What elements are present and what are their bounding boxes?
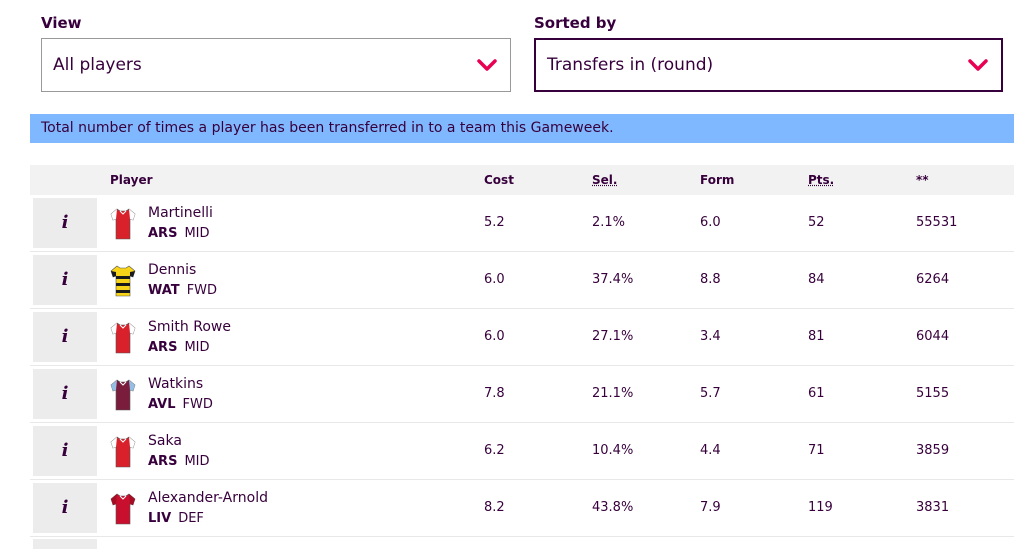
player-name[interactable]: Alexander-Arnold [148, 490, 268, 506]
player-meta: ARS MID [148, 226, 210, 241]
player-meta: LIV DEF [148, 511, 204, 526]
player-form: 4.4 [700, 443, 721, 458]
player-points: 81 [808, 329, 825, 344]
filters-bar: View All players Sorted by Transfers in … [41, 12, 1003, 94]
table-row: i Alexander-Arnold LIV DEF 8.2 43.8% 7.9 119 383… [30, 480, 1014, 537]
player-cost: 8.2 [484, 500, 505, 515]
player-points: 84 [808, 272, 825, 287]
table-header: Player Cost Sel. Form Pts. ** [30, 165, 1014, 195]
player-cost: 6.0 [484, 272, 505, 287]
player-transfers-in: 6044 [916, 329, 950, 344]
player-transfers-in: 5155 [916, 386, 950, 401]
view-select[interactable]: All players [41, 38, 511, 92]
player-name[interactable]: Smith Rowe [148, 319, 231, 335]
sort-description-banner: Total number of times a player has been … [30, 114, 1014, 143]
player-info-button[interactable]: i [33, 369, 97, 419]
header-transfers[interactable]: ** [916, 173, 929, 187]
header-points[interactable]: Pts. [808, 173, 835, 187]
player-points: 52 [808, 215, 825, 230]
player-transfers-in: 6264 [916, 272, 950, 287]
player-form: 7.9 [700, 500, 721, 515]
sort-select[interactable]: Transfers in (round) [534, 38, 1003, 92]
player-meta: ARS MID [148, 454, 210, 469]
sort-label: Sorted by [534, 14, 617, 32]
player-position: MID [184, 226, 210, 241]
player-name[interactable]: Watkins [148, 376, 204, 392]
team-kit-icon [110, 436, 136, 468]
player-meta: ARS MID [148, 340, 210, 355]
player-name[interactable]: Saka [148, 433, 182, 449]
team-kit-icon [110, 208, 136, 240]
table-row: i Smith Rowe ARS MID 6.0 27.1% 3.4 81 6044 [30, 309, 1014, 366]
player-meta: AVL FWD [148, 397, 213, 412]
player-form: 3.4 [700, 329, 721, 344]
team-kit-icon [110, 379, 136, 411]
player-points: 119 [808, 500, 833, 515]
player-position: DEF [178, 511, 204, 526]
player-team: ARS [148, 226, 178, 241]
player-transfers-in: 3859 [916, 443, 950, 458]
header-player[interactable]: Player [110, 173, 153, 187]
table-body: i Martinelli ARS MID 5.2 2.1% 6.0 52 55531 i Denni… [30, 195, 1014, 537]
view-selected-value: All players [53, 55, 142, 75]
team-kit-icon [110, 493, 136, 525]
player-meta: WAT FWD [148, 283, 217, 298]
header-selected[interactable]: Sel. [592, 173, 618, 187]
player-selected: 37.4% [592, 272, 634, 287]
header-cost[interactable]: Cost [484, 173, 514, 187]
sort-filter: Sorted by Transfers in (round) [534, 12, 1003, 92]
player-selected: 2.1% [592, 215, 626, 230]
player-info-button[interactable]: i [33, 198, 97, 248]
player-cost: 7.8 [484, 386, 505, 401]
player-info-button[interactable] [33, 539, 97, 549]
table-row: i Saka ARS MID 6.2 10.4% 4.4 71 3859 [30, 423, 1014, 480]
chevron-down-icon [477, 59, 497, 71]
player-name[interactable]: Dennis [148, 262, 197, 278]
player-selected: 27.1% [592, 329, 634, 344]
player-info-button[interactable]: i [33, 426, 97, 476]
player-selected: 43.8% [592, 500, 634, 515]
table-row: i Watkins AVL FWD 7.8 21.1% 5.7 61 5155 [30, 366, 1014, 423]
player-position: MID [184, 454, 210, 469]
player-points: 71 [808, 443, 825, 458]
player-position: FWD [186, 283, 218, 298]
player-cost: 6.0 [484, 329, 505, 344]
table-row: i Martinelli ARS MID 5.2 2.1% 6.0 52 55531 [30, 195, 1014, 252]
player-team: ARS [148, 340, 178, 355]
player-selected: 10.4% [592, 443, 634, 458]
team-kit-icon [110, 322, 136, 354]
player-name[interactable]: Martinelli [148, 205, 213, 221]
player-info-button[interactable]: i [33, 483, 97, 533]
player-form: 5.7 [700, 386, 721, 401]
sort-selected-value: Transfers in (round) [547, 55, 714, 75]
player-team: AVL [148, 397, 176, 412]
player-cost: 5.2 [484, 215, 505, 230]
team-kit-icon [110, 265, 136, 297]
player-position: MID [184, 340, 210, 355]
player-form: 8.8 [700, 272, 721, 287]
player-points: 61 [808, 386, 825, 401]
player-team: ARS [148, 454, 178, 469]
player-transfers-in: 3831 [916, 500, 950, 515]
view-label: View [41, 14, 82, 32]
player-info-button[interactable]: i [33, 312, 97, 362]
player-form: 6.0 [700, 215, 721, 230]
players-table: Player Cost Sel. Form Pts. ** i Martinell… [30, 165, 1014, 549]
player-info-button[interactable]: i [33, 255, 97, 305]
chevron-down-icon [968, 59, 988, 71]
player-team: WAT [148, 283, 180, 298]
player-cost: 6.2 [484, 443, 505, 458]
player-position: FWD [182, 397, 213, 412]
player-selected: 21.1% [592, 386, 634, 401]
player-team: LIV [148, 511, 172, 526]
table-row-partial [30, 537, 1014, 549]
table-row: i Dennis WAT FWD 6.0 37.4% 8.8 84 6264 [30, 252, 1014, 309]
header-form[interactable]: Form [700, 173, 735, 187]
view-filter: View All players [41, 12, 511, 92]
player-transfers-in: 55531 [916, 215, 958, 230]
